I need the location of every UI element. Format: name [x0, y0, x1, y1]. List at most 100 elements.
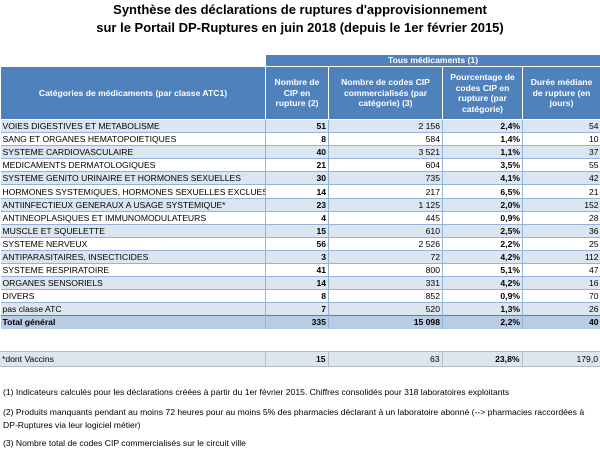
row-label: SYSTEME NERVEUX	[0, 236, 266, 251]
cell: 4	[265, 210, 329, 225]
cell: 15	[264, 351, 328, 367]
cell: 520	[328, 302, 443, 316]
cell: 0,9%	[442, 210, 523, 225]
cell: 112	[521, 249, 600, 264]
cell: 7	[265, 302, 329, 316]
cell: 445	[328, 210, 443, 225]
cell: 2,4%	[442, 118, 523, 133]
cell: 8	[265, 289, 329, 303]
row-label: DIVERS	[0, 289, 266, 303]
cell: 2,2%	[442, 315, 523, 329]
row-label: ANTIINFECTIEUX GENERAUX A USAGE SYSTEMIQ…	[0, 197, 266, 212]
cell: 735	[328, 171, 443, 185]
cell: 3 521	[328, 145, 443, 159]
cell: 331	[328, 276, 443, 290]
cell: 41	[265, 263, 329, 277]
row-label: HORMONES SYSTEMIQUES, HORMONES SEXUELLES…	[0, 184, 266, 199]
table-row: SYSTEME NERVEUX 56 2 526 2,2% 25	[0, 236, 600, 251]
cell: 51	[265, 118, 329, 133]
cell: 0,9%	[442, 289, 523, 303]
cell: 63	[327, 351, 442, 367]
row-label: SYSTEME CARDIOVASCULAIRE	[0, 145, 266, 159]
cell: 21	[521, 184, 600, 199]
cell: 72	[328, 249, 443, 264]
cell: 28	[521, 210, 600, 225]
column-header: Catégories de médicaments (par classe AT…	[0, 66, 266, 120]
cell: 25	[521, 236, 600, 251]
cell: 42	[521, 171, 600, 185]
cell: 2,0%	[442, 197, 523, 212]
table-row: SYSTEME CARDIOVASCULAIRE 40 3 521 1,1% 37	[0, 145, 600, 159]
cell: 152	[521, 197, 600, 212]
table-row: ANTINEOPLASIQUES ET IMMUNOMODULATEURS 4 44…	[0, 210, 600, 225]
cell: 604	[328, 158, 443, 172]
table-row: ORGANES SENSORIELS 14 331 4,2% 16	[0, 276, 600, 290]
cell: 1 125	[328, 197, 443, 212]
note: (2) Produits manquants pendant au moins …	[3, 407, 585, 430]
column-header: Nombre de CIP en rupture (2)	[265, 66, 329, 120]
row-label: ANTIPARASITAIRES, INSECTICIDES	[0, 249, 266, 264]
column-header: Durée médiane de rupture (en jours)	[521, 66, 600, 120]
cell: 21	[265, 158, 329, 172]
cell: 217	[328, 184, 443, 199]
cell: 1,4%	[442, 132, 523, 146]
row-label: VOIES DIGESTIVES ET METABOLISME	[0, 118, 266, 133]
cell: 2,2%	[442, 236, 523, 251]
cell: 47	[521, 263, 600, 277]
title: Synthèse des déclarations de ruptures d'…	[0, 0, 600, 37]
row-label: MUSCLE ET SQUELETTE	[0, 223, 266, 238]
cell: 14	[265, 184, 329, 199]
table-row: MUSCLE ET SQUELETTE 15 610 2,5% 36	[0, 223, 600, 238]
table-row: pas classe ATC 7 520 1,3% 26	[0, 302, 600, 316]
table-row: SANG ET ORGANES HEMATOPOIETIQUES 8 584 1,4%…	[0, 132, 600, 146]
cell: 1,1%	[442, 145, 523, 159]
row-label: ANTINEOPLASIQUES ET IMMUNOMODULATEURS	[0, 210, 266, 225]
table-row: SYSTEME GENITO URINAIRE ET HORMONES SEXU…	[0, 171, 600, 185]
cell: 40	[521, 315, 600, 329]
row-label: pas classe ATC	[0, 302, 266, 316]
table-row: ANTIPARASITAIRES, INSECTICIDES 3 72 4,2% 112	[0, 249, 600, 264]
cell: 6,5%	[442, 184, 523, 199]
cell: 54	[521, 118, 600, 133]
cell: 5,1%	[442, 263, 523, 277]
cell: 610	[328, 223, 443, 238]
cell: 4,1%	[442, 171, 523, 185]
row-label: *dont Vaccins	[0, 351, 265, 367]
cell: 70	[521, 289, 600, 303]
cell: 15 098	[328, 315, 443, 329]
cell: 1,3%	[442, 302, 523, 316]
row-label: MEDICAMENTS DERMATOLOGIQUES	[0, 158, 266, 172]
table-row: HORMONES SYSTEMIQUES, HORMONES SEXUELLES…	[0, 184, 600, 199]
note: (1) Indicateurs calculés pour les déclar…	[3, 387, 510, 397]
cell: 55	[521, 158, 600, 172]
cell: 30	[265, 171, 329, 185]
cell: 14	[265, 276, 329, 290]
cell: 40	[265, 145, 329, 159]
cell: 16	[521, 276, 600, 290]
cell: 23,8%	[441, 351, 522, 367]
total-row: Total général 335 15 098 2,2% 40	[0, 315, 600, 329]
column-header: Nombre de codes CIP commercialisés (par …	[328, 66, 443, 120]
group-header: Tous médicaments (1)	[264, 54, 600, 67]
table-row: DIVERS 8 852 0,9% 70	[0, 289, 600, 303]
vaccins-table: *dont Vaccins 15 63 23,8% 179,0	[0, 351, 600, 367]
table-row: ANTIINFECTIEUX GENERAUX A USAGE SYSTEMIQ…	[0, 197, 600, 212]
data-table: Tous médicaments (1) Catégories de médic…	[0, 54, 600, 329]
row-label: SYSTEME GENITO URINAIRE ET HORMONES SEXU…	[0, 171, 266, 185]
title-line: Synthèse des déclarations de ruptures d'…	[113, 2, 487, 17]
table-row: VOIES DIGESTIVES ET METABOLISME 51 2 156 2,…	[0, 118, 600, 133]
cell: 2 156	[328, 118, 443, 133]
note: (3) Nombre total de codes CIP commercial…	[3, 438, 246, 448]
row-label: Total général	[0, 315, 266, 329]
cell: 36	[521, 223, 600, 238]
cell: 4,2%	[442, 249, 523, 264]
cell: 3	[265, 249, 329, 264]
cell: 4,2%	[442, 276, 523, 290]
cell: 15	[265, 223, 329, 238]
row-label: SANG ET ORGANES HEMATOPOIETIQUES	[0, 132, 266, 146]
cell: 584	[328, 132, 443, 146]
column-header: Pourcentage de codes CIP en rupture (par…	[442, 66, 523, 120]
cell: 8	[265, 132, 329, 146]
cell: 335	[265, 315, 329, 329]
